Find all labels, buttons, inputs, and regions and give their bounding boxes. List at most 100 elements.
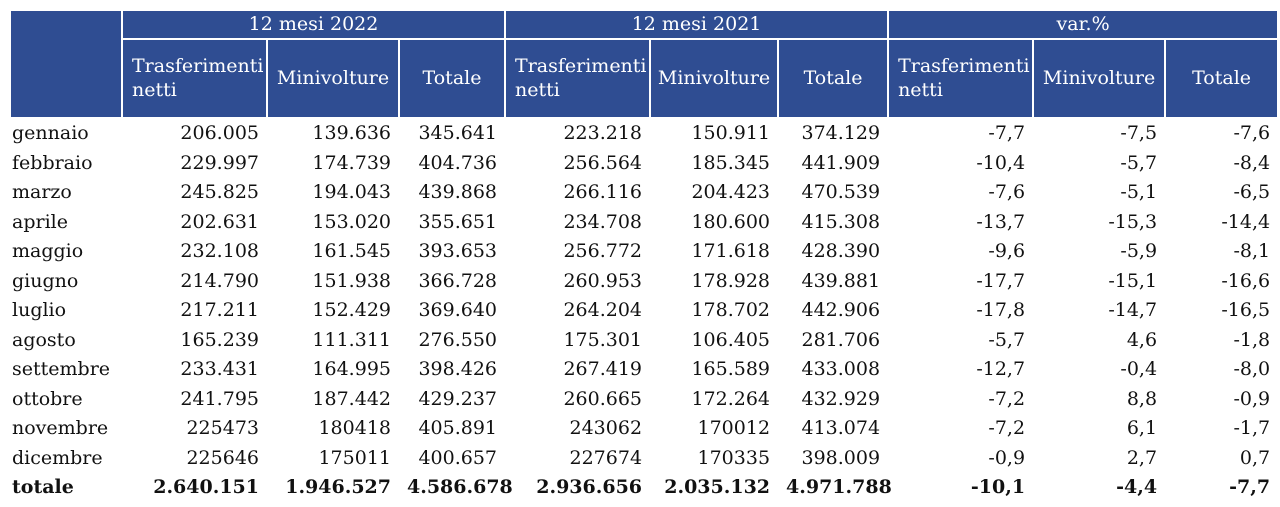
value-cell: 470.539 [801, 181, 881, 204]
value-cell: 164.995 [312, 358, 391, 381]
value-cell: 225473 [186, 417, 259, 440]
month-cell: dicembre [12, 446, 103, 469]
col-header-minivolture-2021: Minivolture [649, 38, 780, 119]
value-cell: -8,0 [1233, 358, 1271, 381]
month-cell: giugno [12, 269, 79, 292]
value-cell: 165.589 [691, 358, 771, 381]
value-cell: 139.636 [312, 122, 391, 145]
value-cell: -1,7 [1233, 417, 1271, 440]
value-cell: 2.035.132 [664, 476, 771, 499]
table-row: dicembre 225646 175011 400.657 227674 170335 3… [10, 444, 1278, 474]
value-cell: 264.204 [563, 299, 643, 322]
month-cell: agosto [12, 328, 76, 351]
col-header-totale-2022: Totale [397, 38, 507, 119]
data-table: 12 mesi 2022 12 mesi 2021 var.% Trasferi… [9, 9, 1280, 503]
value-cell: -17,7 [976, 269, 1026, 292]
month-cell: novembre [12, 417, 109, 440]
table-row: aprile 202.631 153.020 355.651 234.708 180.60… [10, 208, 1278, 238]
value-cell: 227674 [569, 446, 643, 469]
value-cell: -17,8 [976, 299, 1026, 322]
value-cell: 161.545 [312, 240, 391, 263]
value-cell: 256.772 [563, 240, 643, 263]
month-cell: maggio [12, 240, 84, 263]
value-cell: 415.308 [801, 210, 881, 233]
value-cell: 217.211 [180, 299, 259, 322]
value-cell: -5,7 [988, 328, 1026, 351]
value-cell: -14,7 [1108, 299, 1158, 322]
value-cell: -8,4 [1233, 151, 1271, 174]
value-cell: 206.005 [180, 122, 259, 145]
col-header-minivolture-var: Minivolture [1032, 38, 1167, 119]
value-cell: 266.116 [563, 181, 643, 204]
value-cell: 1.946.527 [285, 476, 391, 499]
value-cell: 355.651 [418, 210, 498, 233]
value-cell: 442.906 [801, 299, 881, 322]
month-cell: marzo [12, 181, 72, 204]
value-cell: 185.345 [691, 151, 771, 174]
value-cell: 106.405 [691, 328, 771, 351]
month-cell: gennaio [12, 122, 89, 145]
value-cell: 171.618 [691, 240, 771, 263]
value-cell: 151.938 [312, 269, 391, 292]
value-cell: 180.600 [691, 210, 771, 233]
value-cell: 441.909 [801, 151, 881, 174]
value-cell: -7,6 [988, 181, 1026, 204]
value-cell: 0,7 [1239, 446, 1271, 469]
value-cell: 267.419 [563, 358, 643, 381]
value-cell: -0,4 [1120, 358, 1158, 381]
col-header-trasferimenti-2021: Trasferimenti netti [504, 38, 652, 119]
col-header-totale-var: Totale [1164, 38, 1280, 119]
value-cell: -6,5 [1233, 181, 1271, 204]
value-cell: 400.657 [418, 446, 498, 469]
value-cell: 4.586.678 [407, 476, 513, 499]
value-cell: -0,9 [1233, 387, 1271, 410]
value-cell: -5,1 [1120, 181, 1158, 204]
table-row: giugno 214.790 151.938 366.728 260.953 178.92… [10, 267, 1278, 297]
value-cell: -7,5 [1120, 122, 1158, 145]
value-cell: 111.311 [312, 328, 391, 351]
table-row: ottobre 241.795 187.442 429.237 260.665 172.2… [10, 385, 1278, 415]
value-cell: 393.653 [418, 240, 498, 263]
table-row: marzo 245.825 194.043 439.868 266.116 204.423… [10, 178, 1278, 208]
table-row: maggio 232.108 161.545 393.653 256.772 171.61… [10, 237, 1278, 267]
month-cell: settembre [12, 358, 111, 381]
value-cell: 232.108 [180, 240, 259, 263]
value-cell: 398.426 [418, 358, 498, 381]
table-row: settembre 233.431 164.995 398.426 267.419 165… [10, 355, 1278, 385]
month-cell: ottobre [12, 387, 83, 410]
value-cell: 276.550 [418, 328, 498, 351]
value-cell: 178.702 [691, 299, 771, 322]
value-cell: 194.043 [312, 181, 391, 204]
value-cell: 429.237 [418, 387, 498, 410]
value-cell: 256.564 [563, 151, 643, 174]
value-cell: 170335 [697, 446, 771, 469]
value-cell: 225646 [186, 446, 259, 469]
value-cell: -7,6 [1233, 122, 1271, 145]
value-cell: -16,5 [1221, 299, 1271, 322]
value-cell: 245.825 [180, 181, 259, 204]
value-cell: 170012 [697, 417, 771, 440]
value-cell: 8,8 [1126, 387, 1158, 410]
value-cell: 428.390 [801, 240, 881, 263]
value-cell: 413.074 [801, 417, 881, 440]
value-cell: 174.739 [312, 151, 391, 174]
value-cell: 432.929 [801, 387, 881, 410]
value-cell: -0,9 [988, 446, 1026, 469]
group-header-2022: 12 mesi 2022 [120, 9, 507, 40]
value-cell: 229.997 [180, 151, 259, 174]
col-header-trasferimenti-2022: Trasferimenti netti [121, 38, 268, 119]
value-cell: 223.218 [563, 122, 643, 145]
col-header-trasferimenti-var: Trasferimenti netti [887, 38, 1035, 119]
value-cell: -15,1 [1108, 269, 1158, 292]
value-cell: -5,9 [1120, 240, 1158, 263]
value-cell: -7,2 [988, 417, 1026, 440]
value-cell: 150.911 [691, 122, 771, 145]
value-cell: -12,7 [976, 358, 1026, 381]
value-cell: 405.891 [418, 417, 498, 440]
table-row: novembre 225473 180418 405.891 243062 170012 4… [10, 414, 1278, 444]
value-cell: 433.008 [801, 358, 881, 381]
value-cell: 2.936.656 [536, 476, 643, 499]
value-cell: -1,8 [1233, 328, 1271, 351]
corner-cell [9, 9, 123, 119]
value-cell: 398.009 [801, 446, 881, 469]
